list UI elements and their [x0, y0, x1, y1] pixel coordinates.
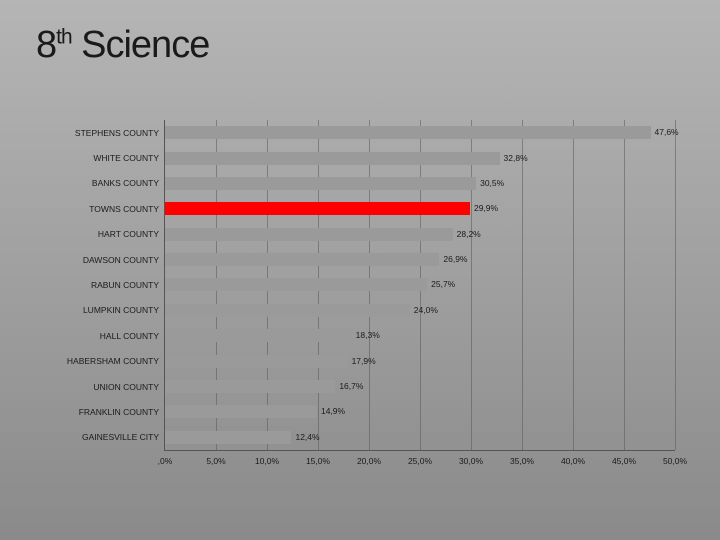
- bar: [165, 355, 348, 368]
- chart-row: HART COUNTY28,2%: [165, 222, 675, 247]
- chart-row: LUMPKIN COUNTY24,0%: [165, 298, 675, 323]
- bar-highlighted: [165, 202, 470, 215]
- x-tick-label: 30,0%: [459, 456, 483, 466]
- x-tick-label: 40,0%: [561, 456, 585, 466]
- value-label: 25,7%: [431, 279, 455, 289]
- bar: [165, 405, 317, 418]
- value-label: 29,9%: [474, 203, 498, 213]
- value-label: 12,4%: [295, 432, 319, 442]
- chart-row: FRANKLIN COUNTY14,9%: [165, 399, 675, 424]
- chart-row: HABERSHAM COUNTY17,9%: [165, 348, 675, 373]
- chart-plot-area: ,0%5,0%10,0%15,0%20,0%25,0%30,0%35,0%40,…: [164, 120, 675, 451]
- gridline: [675, 120, 676, 450]
- bar-chart: ,0% 5,0% 10,0% 15,0% 20,0% 25,0% 30,0% 35,0% 40,…: [50, 120, 680, 500]
- chart-row: HALL COUNTY18,3%: [165, 323, 675, 348]
- chart-row: DAWSON COUNTY26,9%: [165, 247, 675, 272]
- value-label: 18,3%: [356, 330, 380, 340]
- category-label: TOWNS COUNTY: [47, 204, 159, 214]
- value-label: 28,2%: [457, 229, 481, 239]
- category-label: FRANKLIN COUNTY: [47, 407, 159, 417]
- x-tick-label: 20,0%: [357, 456, 381, 466]
- category-label: UNION COUNTY: [47, 382, 159, 392]
- chart-row: GAINESVILLE CITY12,4%: [165, 425, 675, 450]
- value-label: 30,5%: [480, 178, 504, 188]
- x-tick-label: 25,0%: [408, 456, 432, 466]
- category-label: BANKS COUNTY: [47, 178, 159, 188]
- category-label: WHITE COUNTY: [47, 153, 159, 163]
- category-label: HABERSHAM COUNTY: [47, 356, 159, 366]
- chart-row: WHITE COUNTY32,8%: [165, 145, 675, 170]
- category-label: LUMPKIN COUNTY: [47, 305, 159, 315]
- category-label: HALL COUNTY: [47, 331, 159, 341]
- category-label: DAWSON COUNTY: [47, 255, 159, 265]
- bar: [165, 126, 651, 139]
- bar: [165, 329, 352, 342]
- value-label: 14,9%: [321, 406, 345, 416]
- x-tick-label: 45,0%: [612, 456, 636, 466]
- bar: [165, 177, 476, 190]
- chart-row: TOWNS COUNTY29,9%: [165, 196, 675, 221]
- x-tick-label: 50,0%: [663, 456, 687, 466]
- category-label: GAINESVILLE CITY: [47, 432, 159, 442]
- x-tick-label: ,0%: [158, 456, 173, 466]
- value-label: 32,8%: [504, 153, 528, 163]
- category-label: HART COUNTY: [47, 229, 159, 239]
- value-label: 47,6%: [655, 127, 679, 137]
- chart-row: STEPHENS COUNTY47,6%: [165, 120, 675, 145]
- bar: [165, 304, 410, 317]
- x-tick-label: 35,0%: [510, 456, 534, 466]
- chart-row: BANKS COUNTY30,5%: [165, 171, 675, 196]
- value-label: 26,9%: [443, 254, 467, 264]
- page-title: 8th Science: [36, 24, 209, 67]
- bar: [165, 278, 427, 291]
- x-tick-label: 5,0%: [206, 456, 225, 466]
- bar: [165, 380, 335, 393]
- bar: [165, 431, 291, 444]
- chart-row: UNION COUNTY16,7%: [165, 374, 675, 399]
- bar: [165, 152, 500, 165]
- bar: [165, 253, 439, 266]
- value-label: 24,0%: [414, 305, 438, 315]
- bar: [165, 228, 453, 241]
- chart-row: RABUN COUNTY25,7%: [165, 272, 675, 297]
- category-label: STEPHENS COUNTY: [47, 128, 159, 138]
- value-label: 16,7%: [339, 381, 363, 391]
- value-label: 17,9%: [352, 356, 376, 366]
- category-label: RABUN COUNTY: [47, 280, 159, 290]
- x-tick-label: 10,0%: [255, 456, 279, 466]
- x-tick-label: 15,0%: [306, 456, 330, 466]
